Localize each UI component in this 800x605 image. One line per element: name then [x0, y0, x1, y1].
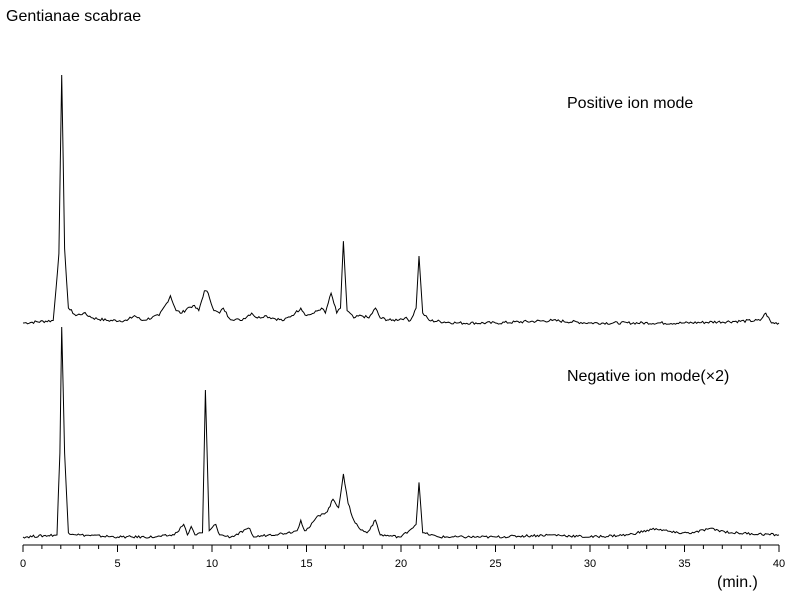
x-tick-label: 20 [395, 558, 407, 570]
x-ticks-group: 0 5 10 15 20 25 30 35 40 [20, 545, 785, 570]
x-tick-label: 40 [773, 558, 785, 570]
traces-group [22, 74, 780, 539]
x-axis-label: (min.) [717, 574, 758, 591]
x-tick-label: 15 [300, 558, 312, 570]
x-tick-label: 5 [114, 558, 120, 570]
series-line-positive [22, 74, 780, 325]
series-line-negative [22, 326, 780, 539]
x-tick-label: 0 [20, 558, 26, 570]
series-label-negative: Negative ion mode(×2) [567, 368, 729, 385]
x-tick-label: 10 [206, 558, 218, 570]
x-tick-label: 25 [489, 558, 501, 570]
series-label-positive: Positive ion mode [567, 95, 693, 112]
x-tick-label: 30 [584, 558, 596, 570]
chart-title: Gentianae scabrae [6, 8, 142, 25]
x-tick-label: 35 [678, 558, 690, 570]
